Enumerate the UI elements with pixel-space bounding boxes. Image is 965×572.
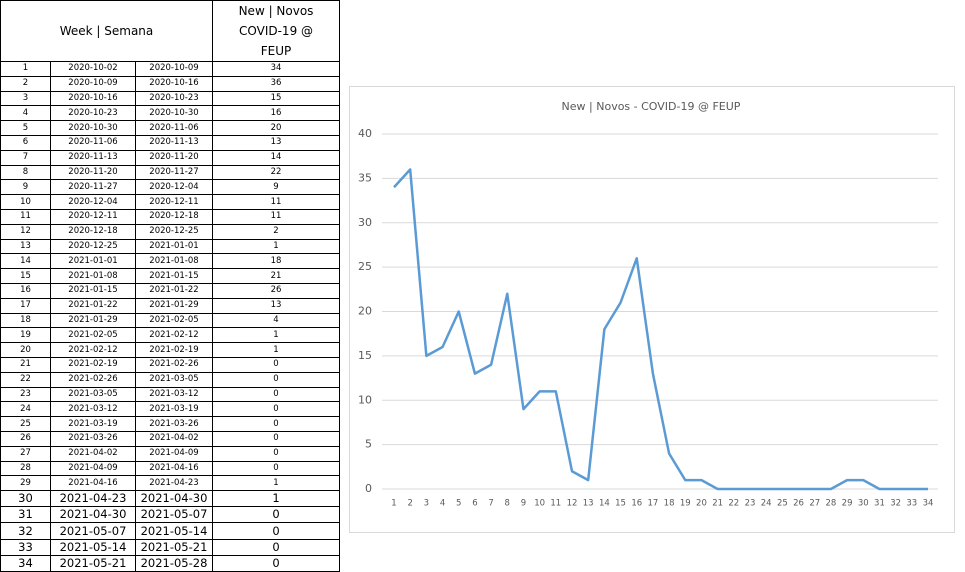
table-row: 13 2020-12-25 2021-01-01 1 bbox=[0, 238, 341, 255]
x-tick-label: 9 bbox=[521, 499, 526, 509]
x-tick-label: 17 bbox=[647, 499, 658, 509]
table-row: 29 2021-04-16 2021-04-23 1 bbox=[0, 475, 341, 492]
x-tick-label: 27 bbox=[809, 499, 820, 509]
x-tick-label: 33 bbox=[906, 499, 917, 509]
data-table: Week | Semana New | Novos COVID-19 @ FEU… bbox=[0, 0, 341, 572]
x-tick-label: 22 bbox=[728, 499, 739, 509]
x-tick-label: 19 bbox=[680, 499, 691, 509]
table-row: 5 2020-10-30 2020-11-06 20 bbox=[0, 120, 341, 136]
table-cell: 2020-12-11 bbox=[134, 194, 214, 210]
x-tick-label: 6 bbox=[472, 499, 477, 509]
chart-title: New | Novos - COVID-19 @ FEUP bbox=[562, 100, 741, 113]
table-cell: 31 bbox=[0, 506, 51, 524]
x-tick-label: 8 bbox=[505, 499, 510, 509]
x-tick-label: 31 bbox=[874, 499, 885, 509]
chart-area bbox=[349, 86, 955, 533]
x-tick-label: 28 bbox=[825, 499, 836, 509]
line-series bbox=[393, 168, 928, 491]
table-row: 6 2020-11-06 2020-11-13 13 bbox=[0, 134, 341, 151]
y-tick-label: 20 bbox=[358, 305, 372, 318]
table-row: 33 2021-05-14 2021-05-21 0 bbox=[0, 538, 341, 556]
x-tick-label: 32 bbox=[890, 499, 901, 509]
table-row: 12 2020-12-18 2020-12-25 2 bbox=[0, 223, 341, 240]
y-tick-label: 5 bbox=[365, 438, 372, 451]
table-cell: 2021-04-30 bbox=[50, 506, 136, 524]
table-row: 17 2021-01-22 2021-01-29 13 bbox=[0, 297, 341, 314]
x-tick-label: 2 bbox=[407, 499, 412, 509]
table-row: 21 2021-02-19 2021-02-26 0 bbox=[0, 356, 341, 373]
table-row: 3 2020-10-16 2020-10-23 15 bbox=[0, 90, 341, 107]
table-row: 4 2020-10-23 2020-10-30 16 bbox=[0, 105, 341, 122]
table-row: 10 2020-12-04 2020-12-11 11 bbox=[0, 194, 341, 210]
y-tick-label: 0 bbox=[365, 482, 372, 495]
x-tick-label: 12 bbox=[567, 499, 578, 509]
table-row: 7 2020-11-13 2020-11-20 14 bbox=[0, 149, 341, 166]
x-tick-label: 3 bbox=[424, 499, 429, 509]
x-tick-label: 25 bbox=[777, 499, 788, 509]
y-tick-label: 30 bbox=[358, 216, 372, 229]
x-tick-label: 7 bbox=[488, 499, 493, 509]
table-row: 16 2021-01-15 2021-01-22 26 bbox=[0, 282, 341, 299]
x-tick-label: 18 bbox=[664, 499, 675, 509]
table-cell: 2021-05-07 bbox=[134, 506, 214, 524]
x-tick-label: 16 bbox=[631, 499, 642, 509]
y-tick-label: 15 bbox=[358, 349, 372, 362]
x-tick-label: 1 bbox=[391, 499, 396, 509]
x-tick-label: 34 bbox=[923, 499, 934, 509]
table-cell: 2021-05-14 bbox=[50, 538, 136, 556]
y-tick-label: 40 bbox=[358, 127, 372, 140]
header-new: New | Novos COVID-19 @ FEUP bbox=[212, 0, 341, 62]
table-row: 18 2021-01-29 2021-02-05 4 bbox=[0, 312, 341, 329]
x-tick-label: 29 bbox=[842, 499, 853, 509]
x-tick-label: 4 bbox=[440, 499, 445, 509]
table-row: 31 2021-04-30 2021-05-07 0 bbox=[0, 506, 341, 524]
table-row: 15 2021-01-08 2021-01-15 21 bbox=[0, 268, 341, 284]
x-tick-label: 5 bbox=[456, 499, 461, 509]
table-row: 9 2020-11-27 2020-12-04 9 bbox=[0, 179, 341, 196]
x-tick-label: 26 bbox=[793, 499, 804, 509]
header-week: Week | Semana bbox=[0, 0, 214, 62]
x-tick-label: 10 bbox=[534, 499, 545, 509]
x-tick-label: 13 bbox=[583, 499, 594, 509]
table-cell: 2021-01-01 bbox=[134, 238, 214, 255]
table-row: 11 2020-12-11 2020-12-18 11 bbox=[0, 208, 341, 225]
x-tick-label: 20 bbox=[696, 499, 707, 509]
table-row: 2 2020-10-09 2020-10-16 36 bbox=[0, 75, 341, 92]
x-tick-label: 11 bbox=[550, 499, 561, 509]
x-tick-label: 30 bbox=[858, 499, 869, 509]
y-tick-label: 35 bbox=[358, 171, 372, 184]
table-row: 24 2021-03-12 2021-03-19 0 bbox=[0, 401, 341, 418]
x-tick-label: 21 bbox=[712, 499, 723, 509]
y-tick-label: 25 bbox=[358, 260, 372, 273]
x-tick-label: 14 bbox=[599, 499, 610, 509]
x-tick-label: 15 bbox=[615, 499, 626, 509]
y-tick-label: 10 bbox=[358, 393, 372, 406]
x-tick-label: 23 bbox=[745, 499, 756, 509]
x-tick-label: 24 bbox=[761, 499, 772, 509]
